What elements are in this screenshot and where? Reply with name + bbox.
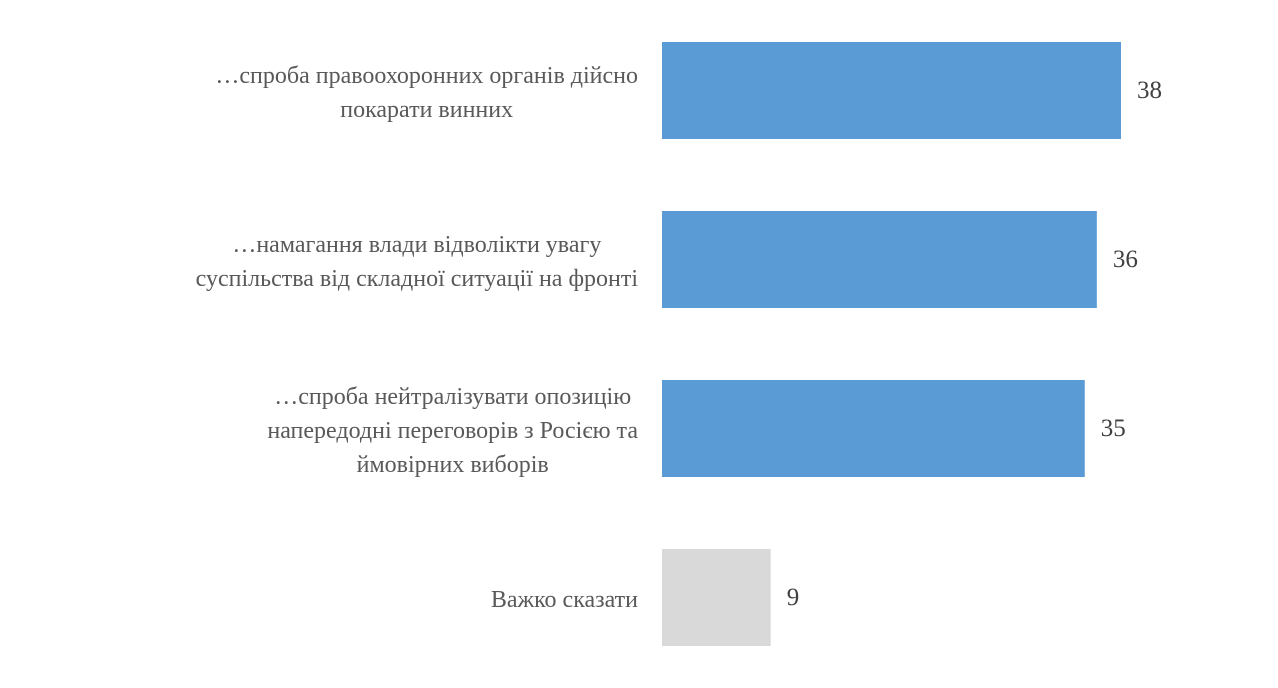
category-label: …спроба нейтралізувати опозицію напередо… — [267, 383, 638, 478]
value-label: 35 — [1101, 415, 1126, 442]
category-label: Важко сказати — [490, 586, 638, 613]
bar — [662, 211, 1097, 308]
bar — [662, 549, 771, 646]
bar — [662, 42, 1121, 139]
value-label: 36 — [1113, 246, 1138, 273]
category-label: …намагання влади відволікти увагу суспіл… — [195, 231, 638, 292]
category-label: …спроба правоохоронних органів дійсно по… — [215, 62, 638, 123]
value-label: 9 — [787, 584, 800, 611]
value-label: 38 — [1137, 77, 1162, 104]
bar — [662, 380, 1085, 477]
